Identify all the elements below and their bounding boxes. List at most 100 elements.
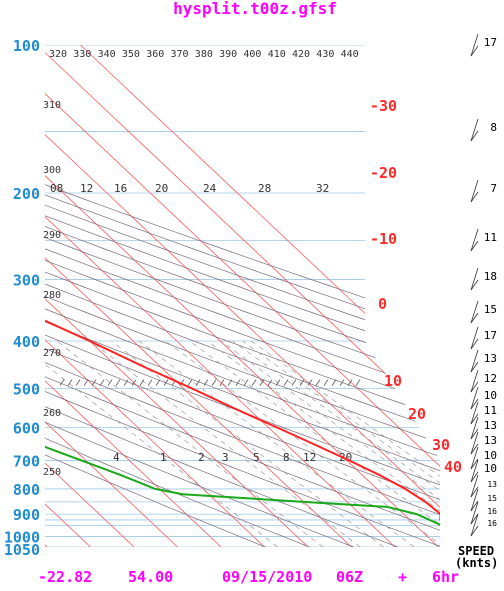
mixing-ratio-line — [56, 340, 324, 547]
mixing-ratio-line — [111, 340, 384, 547]
hatch-mark — [91, 379, 97, 386]
isotherm-line — [45, 45, 178, 547]
wind-barb-staff — [470, 416, 479, 440]
isotherm-line — [0, 45, 4, 547]
wind-speed-value: 10 — [484, 462, 497, 475]
wind-speed-value: 10 — [484, 389, 497, 402]
wind-barb-flag — [470, 361, 479, 373]
mixing-ratio-line — [165, 340, 440, 547]
adiabat-label-top: 330 — [73, 49, 91, 60]
footer-lat: -22.82 — [38, 568, 93, 586]
adiabat-label-top: 370 — [171, 49, 189, 60]
hatch-mark — [187, 379, 193, 386]
wind-speed-value: 11 — [484, 231, 497, 244]
wind-speed-value: 16 — [487, 519, 497, 528]
mixing-ratio-label-lower: 4 — [113, 451, 120, 464]
adiabat-label-left: 260 — [43, 408, 61, 419]
dry-adiabat-line — [45, 45, 440, 547]
hatch-mark — [267, 379, 273, 386]
dry-adiabat-line — [45, 45, 440, 547]
dry-adiabat-line — [45, 45, 440, 547]
wind-speed-value: 15 — [484, 303, 497, 316]
hatch-mark — [275, 379, 281, 386]
footer-info: -22.82 54.00 09/15/2010 06Z + 6hr — [0, 568, 504, 588]
hatch-mark — [323, 379, 329, 386]
dry-adiabat-line — [45, 45, 440, 547]
dry-adiabat-line — [45, 45, 440, 547]
mixing-ratio-line — [232, 340, 440, 547]
adiabat-label-top: 420 — [292, 49, 310, 60]
isotherm-line — [45, 45, 309, 547]
hatch-mark — [123, 379, 129, 386]
dry-adiabat-line — [45, 45, 440, 547]
hatch-mark — [307, 379, 313, 386]
hatch-mark — [355, 379, 361, 386]
dry-adiabat-line — [45, 45, 354, 547]
mixing-ratio-label-lower: 1 — [160, 451, 167, 464]
wind-speed-value: 13 — [484, 419, 497, 432]
adiabat-label-top: 350 — [122, 49, 140, 60]
mixing-ratio-label-upper: 12 — [80, 182, 93, 195]
wind-speed-value: 8 — [490, 121, 497, 134]
mixing-ratio-label-upper: 16 — [114, 182, 127, 195]
pressure-tick-label: 1050 — [4, 541, 40, 559]
wind-barb-staff — [470, 300, 479, 324]
isotherm-line — [45, 45, 265, 547]
hatch-mark — [163, 379, 169, 386]
hatch-mark — [339, 379, 345, 386]
temp-tick-label-right: 40 — [444, 458, 462, 476]
hatch-mark — [59, 379, 65, 386]
mixing-ratio-line — [189, 340, 440, 547]
hatch-mark — [139, 379, 145, 386]
wind-barb-staff — [470, 446, 479, 470]
mixing-ratio-label-lower: 8 — [283, 451, 290, 464]
isotherm-line — [45, 45, 352, 547]
wind-barb-staff — [470, 501, 479, 525]
hatch-mark — [131, 379, 137, 386]
wind-barb-flag — [470, 45, 479, 57]
adiabat-label-top: 360 — [146, 49, 164, 60]
wind-barb-flag — [470, 130, 479, 142]
wind-barb-staff — [470, 401, 479, 425]
isotherm-line — [45, 45, 439, 547]
adiabat-label-left: 250 — [43, 467, 61, 478]
wind-speed-value: 17 — [484, 36, 497, 49]
wind-barb-flag — [470, 525, 479, 537]
wind-barb-flag — [470, 191, 479, 203]
wind-barb-staff — [470, 488, 479, 512]
pressure-tick-label: 1000 — [4, 529, 40, 547]
wind-speed-value: 13 — [484, 352, 497, 365]
hatch-mark — [83, 379, 89, 386]
wind-barb-staff — [470, 326, 479, 350]
mixing-ratio-line — [90, 340, 361, 547]
mixing-ratio-label-lower: 12 — [303, 451, 316, 464]
adiabat-label-left: 310 — [43, 100, 61, 111]
dry-adiabat-line — [45, 45, 440, 547]
temp-tick-label-right: -20 — [370, 164, 397, 182]
dry-adiabat-line — [45, 45, 398, 547]
mixing-ratio-line — [220, 340, 440, 547]
wind-barb-staff — [470, 349, 479, 373]
temp-tick-label-right: 10 — [384, 372, 402, 390]
wind-speed-value: 10 — [484, 449, 497, 462]
adiabat-label-top: 440 — [341, 49, 359, 60]
hatch-mark — [243, 379, 249, 386]
dry-adiabat-line — [45, 45, 440, 547]
pressure-tick-label: 400 — [13, 333, 40, 351]
wind-barb-staff — [470, 459, 479, 483]
footer-plus: + — [398, 568, 408, 586]
adiabat-label-left: 280 — [43, 290, 61, 301]
isotherm-line — [45, 45, 396, 547]
mixing-ratio-label-upper: 20 — [155, 182, 168, 195]
wind-barb-staff — [470, 118, 479, 142]
temp-tick-label-right: 30 — [432, 436, 450, 454]
isotherm-line — [45, 45, 440, 547]
sounding-profiles — [45, 45, 440, 538]
temp-tick-label-right: -10 — [370, 230, 397, 248]
wind-speed-value: 7 — [490, 182, 497, 195]
hatch-marks-500 — [59, 379, 361, 386]
adiabat-label-left: 290 — [43, 230, 61, 241]
